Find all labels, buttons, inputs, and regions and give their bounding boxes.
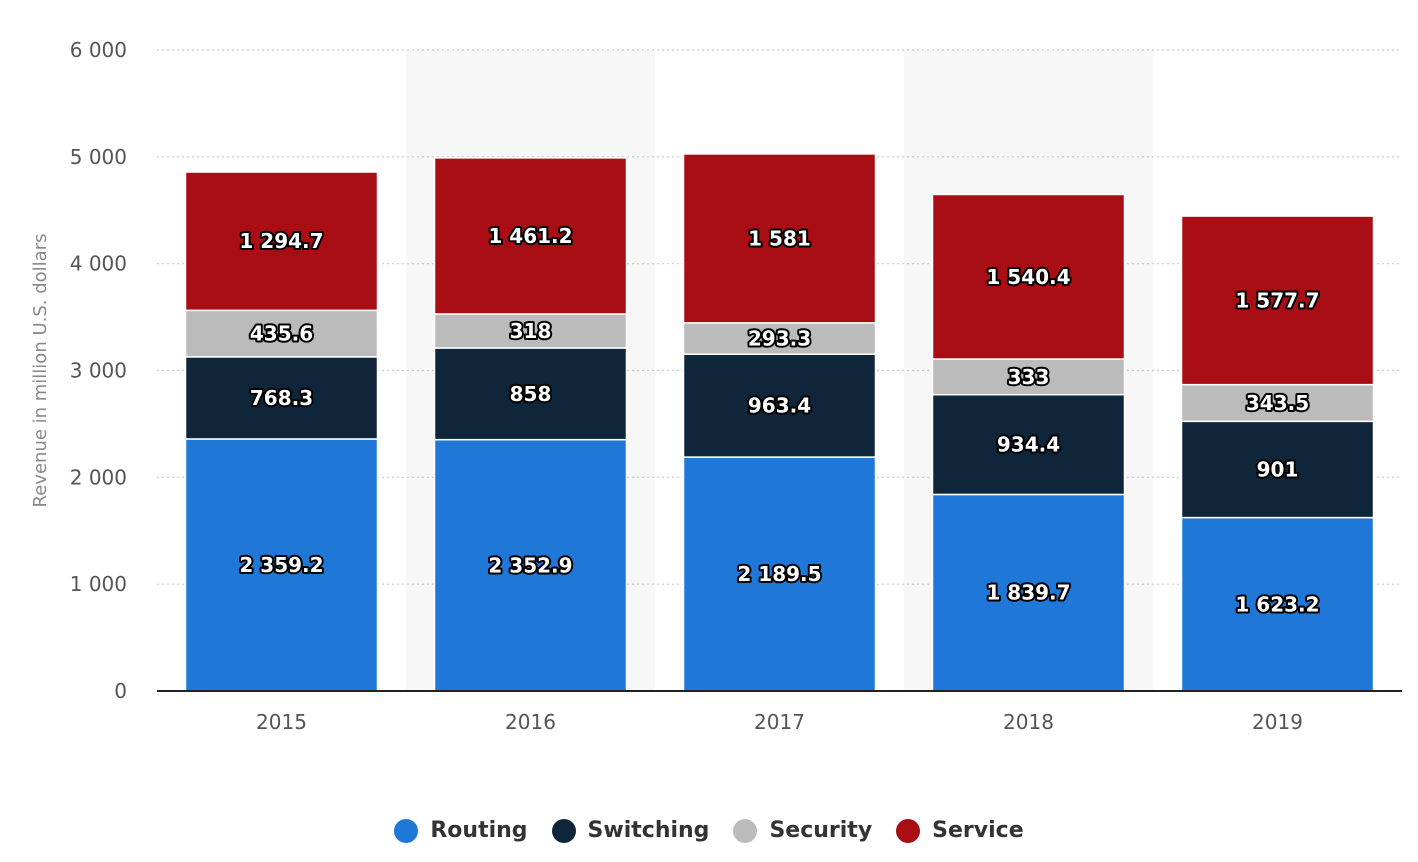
data-label-switching-2018: 934.4 [997, 433, 1060, 457]
data-label-service-2018: 1 540.4 [986, 265, 1070, 289]
bar-segment-service-2019[interactable] [1180, 215, 1375, 386]
bar-segment-routing-2016[interactable] [433, 438, 628, 692]
data-label-switching-2017: 963.4 [748, 394, 811, 418]
data-label-routing-2015: 2 359.2 [239, 553, 323, 577]
data-label-routing-2017: 2 189.5 [737, 562, 821, 586]
legend-item-security[interactable]: Security [733, 818, 872, 843]
data-label-security-2018: 333 [1008, 365, 1050, 389]
x-tick-label-2015: 2015 [256, 710, 307, 734]
bar-data-labels: 2 359.2 768.3 435.6 1 294.7 2 352.9 858 318 1 4… [237, 222, 1321, 618]
data-label-switching-2015: 768.3 [250, 386, 313, 410]
legend-item-routing[interactable]: Routing [394, 818, 528, 843]
bar-segment-service-2016[interactable] [433, 157, 628, 315]
legend-label-switching: Switching [587, 818, 710, 843]
y-tick-label: 1 000 [70, 572, 127, 596]
y-tick-label: 6 000 [70, 38, 127, 62]
x-tick-label-2018: 2018 [1003, 710, 1054, 734]
legend-label-routing: Routing [430, 818, 528, 843]
data-label-service-2016: 1 461.2 [488, 224, 572, 248]
data-label-routing-2018: 1 839.7 [986, 581, 1070, 605]
y-tick-label: 0 [114, 679, 127, 703]
bar-segment-routing-2019[interactable] [1180, 516, 1375, 692]
bar-segment-switching-2015[interactable] [184, 356, 379, 440]
y-tick-label: 2 000 [70, 465, 127, 489]
data-label-service-2017: 1 581 [748, 226, 811, 250]
bar-segment-security-2017[interactable] [682, 322, 877, 355]
bar-segment-service-2018[interactable] [931, 193, 1126, 360]
x-tick-label-2019: 2019 [1252, 710, 1303, 734]
bar-segment-switching-2018[interactable] [931, 393, 1126, 496]
bar-segment-security-2015[interactable] [184, 309, 379, 358]
y-axis-label: Revenue in million U.S. dollars [30, 234, 51, 508]
x-tick-label-2017: 2017 [754, 710, 805, 734]
data-label-security-2019: 343.5 [1246, 391, 1309, 415]
legend-marker-routing [394, 818, 419, 843]
data-label-switching-2016: 858 [510, 382, 552, 406]
data-label-routing-2016: 2 352.9 [488, 553, 572, 577]
bar-segment-service-2017[interactable] [682, 153, 877, 324]
legend-marker-switching [551, 818, 576, 843]
legend-label-service: Service [932, 818, 1024, 843]
legend-item-service[interactable]: Service [896, 818, 1024, 843]
y-tick-label: 3 000 [70, 359, 127, 383]
legend-marker-security [733, 818, 758, 843]
bar-segment-service-2015[interactable] [184, 171, 379, 312]
legend-label-security: Security [769, 818, 873, 843]
data-label-security-2016: 318 [510, 319, 552, 343]
data-label-switching-2019: 901 [1257, 457, 1299, 481]
x-axis-tick-labels: 2015 2016 2017 2018 2019 [256, 710, 1303, 734]
stacked-bar-chart: 0 1 000 2 000 3 000 4 000 5 000 6 000 2 359.2 7… [30, 38, 1402, 734]
bar-segment-switching-2017[interactable] [682, 353, 877, 458]
bar-segments [184, 153, 1375, 692]
x-tick-label-2016: 2016 [505, 710, 556, 734]
legend: Routing Switching Security Service [0, 818, 1418, 843]
bar-segment-routing-2018[interactable] [931, 493, 1126, 692]
legend-marker-service [896, 818, 921, 843]
bar-segment-security-2019[interactable] [1180, 383, 1375, 423]
bar-segment-switching-2016[interactable] [433, 347, 628, 441]
data-label-service-2015: 1 294.7 [239, 229, 323, 253]
bar-segment-security-2018[interactable] [931, 358, 1126, 396]
data-label-security-2015: 435.6 [250, 322, 313, 346]
data-label-security-2017: 293.3 [748, 326, 811, 350]
data-label-routing-2019: 1 623.2 [1235, 592, 1319, 616]
y-tick-label: 5 000 [70, 145, 127, 169]
bar-segment-security-2016[interactable] [433, 313, 628, 349]
data-label-service-2019: 1 577.7 [1235, 288, 1319, 312]
y-axis-tick-labels: 0 1 000 2 000 3 000 4 000 5 000 6 000 [70, 38, 127, 703]
legend-item-switching[interactable]: Switching [551, 818, 710, 843]
y-tick-label: 4 000 [70, 252, 127, 276]
